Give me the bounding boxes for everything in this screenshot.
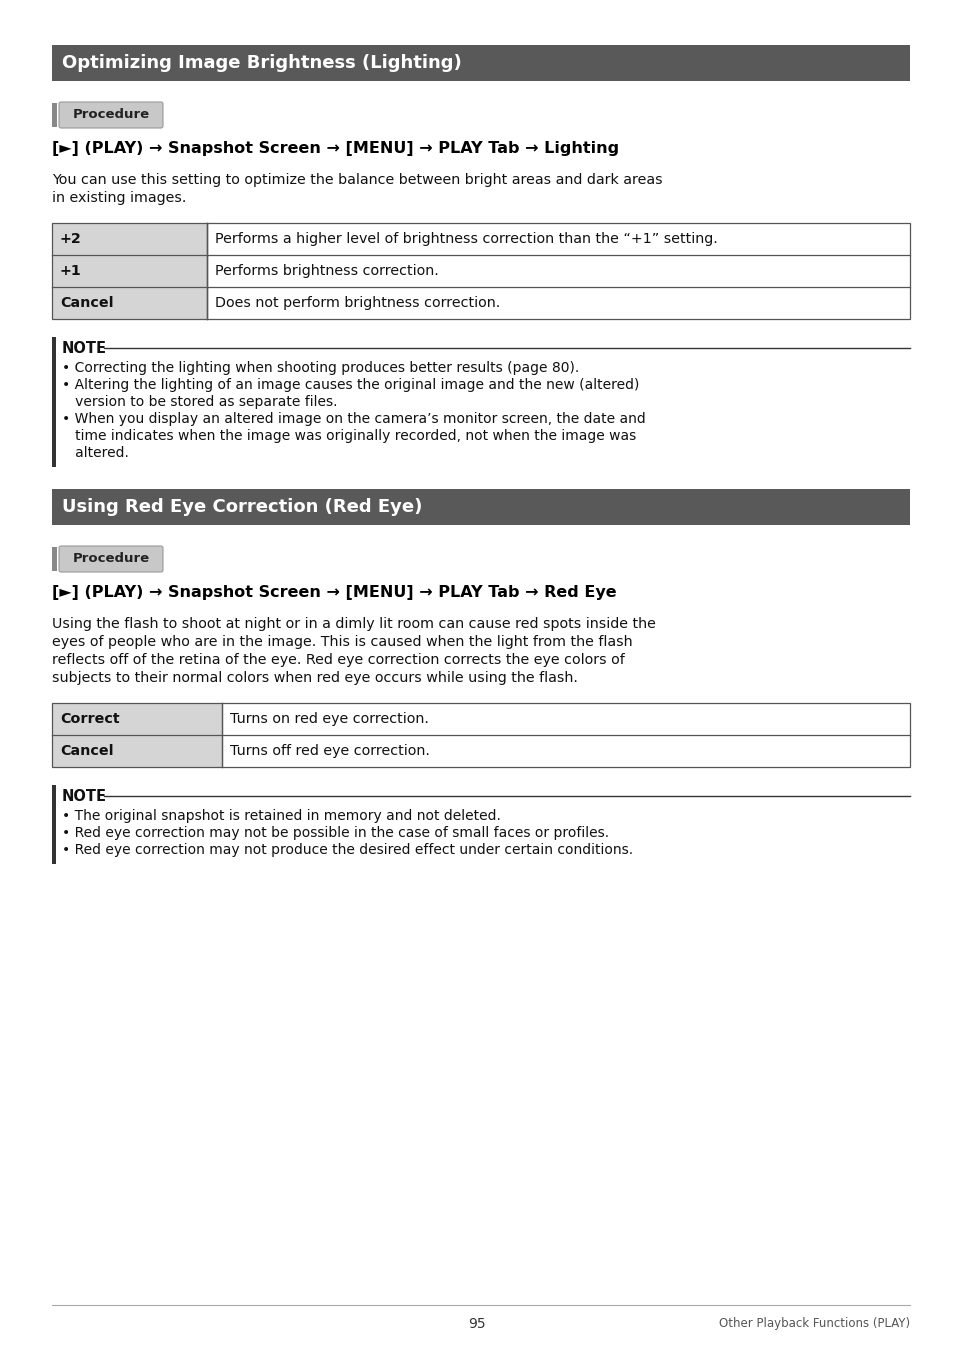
FancyBboxPatch shape — [59, 102, 163, 128]
Text: [►] (PLAY) → Snapshot Screen → [MENU] → PLAY Tab → Red Eye: [►] (PLAY) → Snapshot Screen → [MENU] → … — [52, 585, 616, 600]
Text: version to be stored as separate files.: version to be stored as separate files. — [62, 395, 337, 408]
Text: reflects off of the retina of the eye. Red eye correction corrects the eye color: reflects off of the retina of the eye. R… — [52, 653, 624, 668]
Text: Does not perform brightness correction.: Does not perform brightness correction. — [214, 296, 499, 309]
Text: • Red eye correction may not be possible in the case of small faces or profiles.: • Red eye correction may not be possible… — [62, 826, 608, 840]
Bar — [52, 547, 57, 571]
Text: Procedure: Procedure — [72, 109, 150, 122]
Text: Turns off red eye correction.: Turns off red eye correction. — [230, 744, 430, 759]
Text: Using the flash to shoot at night or in a dimly lit room can cause red spots ins: Using the flash to shoot at night or in … — [52, 617, 656, 631]
Bar — [52, 489, 909, 525]
Bar — [52, 784, 56, 864]
Bar — [52, 103, 57, 128]
Text: • When you display an altered image on the camera’s monitor screen, the date and: • When you display an altered image on t… — [62, 413, 645, 426]
Text: Using Red Eye Correction (Red Eye): Using Red Eye Correction (Red Eye) — [62, 498, 422, 516]
Text: • Altering the lighting of an image causes the original image and the new (alter: • Altering the lighting of an image caus… — [62, 379, 639, 392]
Text: Cancel: Cancel — [60, 296, 113, 309]
FancyBboxPatch shape — [59, 546, 163, 573]
Text: Performs a higher level of brightness correction than the “+1” setting.: Performs a higher level of brightness co… — [214, 232, 717, 246]
Text: +1: +1 — [60, 265, 82, 278]
Text: +2: +2 — [60, 232, 82, 246]
Text: • The original snapshot is retained in memory and not deleted.: • The original snapshot is retained in m… — [62, 809, 500, 822]
Text: time indicates when the image was originally recorded, not when the image was: time indicates when the image was origin… — [62, 429, 636, 442]
Text: Procedure: Procedure — [72, 552, 150, 566]
Text: • Correcting the lighting when shooting produces better results (page 80).: • Correcting the lighting when shooting … — [62, 361, 578, 375]
Text: [►] (PLAY) → Snapshot Screen → [MENU] → PLAY Tab → Lighting: [►] (PLAY) → Snapshot Screen → [MENU] → … — [52, 141, 618, 156]
Text: Correct: Correct — [60, 712, 119, 726]
Bar — [52, 45, 909, 81]
Bar — [52, 286, 207, 319]
Bar — [52, 223, 207, 255]
Bar — [52, 703, 909, 767]
Bar — [52, 223, 909, 319]
Bar — [52, 703, 222, 735]
Text: altered.: altered. — [62, 446, 129, 460]
Text: 95: 95 — [468, 1318, 485, 1331]
Text: Other Playback Functions (PLAY): Other Playback Functions (PLAY) — [719, 1318, 909, 1330]
Text: Turns on red eye correction.: Turns on red eye correction. — [230, 712, 429, 726]
Text: NOTE: NOTE — [62, 341, 107, 356]
Text: Cancel: Cancel — [60, 744, 113, 759]
Text: subjects to their normal colors when red eye occurs while using the flash.: subjects to their normal colors when red… — [52, 670, 578, 685]
Text: NOTE: NOTE — [62, 788, 107, 803]
Text: eyes of people who are in the image. This is caused when the light from the flas: eyes of people who are in the image. Thi… — [52, 635, 632, 649]
Text: in existing images.: in existing images. — [52, 191, 186, 205]
Text: You can use this setting to optimize the balance between bright areas and dark a: You can use this setting to optimize the… — [52, 172, 662, 187]
Bar — [52, 735, 222, 767]
Text: • Red eye correction may not produce the desired effect under certain conditions: • Red eye correction may not produce the… — [62, 843, 633, 858]
Bar — [52, 337, 56, 467]
Text: Optimizing Image Brightness (Lighting): Optimizing Image Brightness (Lighting) — [62, 54, 461, 72]
Text: Performs brightness correction.: Performs brightness correction. — [214, 265, 438, 278]
Bar — [52, 255, 207, 286]
